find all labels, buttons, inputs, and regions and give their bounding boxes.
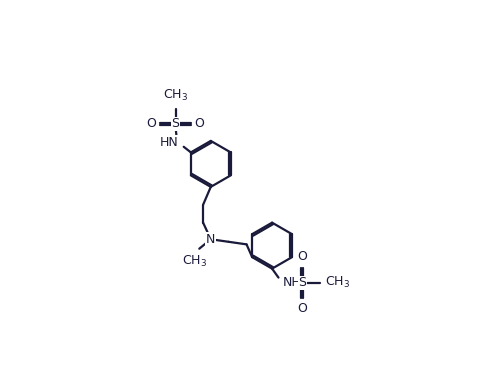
Text: O: O [297,302,307,315]
Text: O: O [297,250,307,263]
Text: O: O [195,117,204,130]
Text: CH$_3$: CH$_3$ [163,88,188,103]
Text: S: S [171,117,179,130]
Text: CH$_3$: CH$_3$ [325,275,350,290]
Text: HN: HN [159,136,178,149]
Text: CH$_3$: CH$_3$ [181,254,207,269]
Text: O: O [146,117,156,130]
Text: NH: NH [282,276,301,289]
Text: N: N [206,233,215,246]
Text: S: S [298,276,306,289]
